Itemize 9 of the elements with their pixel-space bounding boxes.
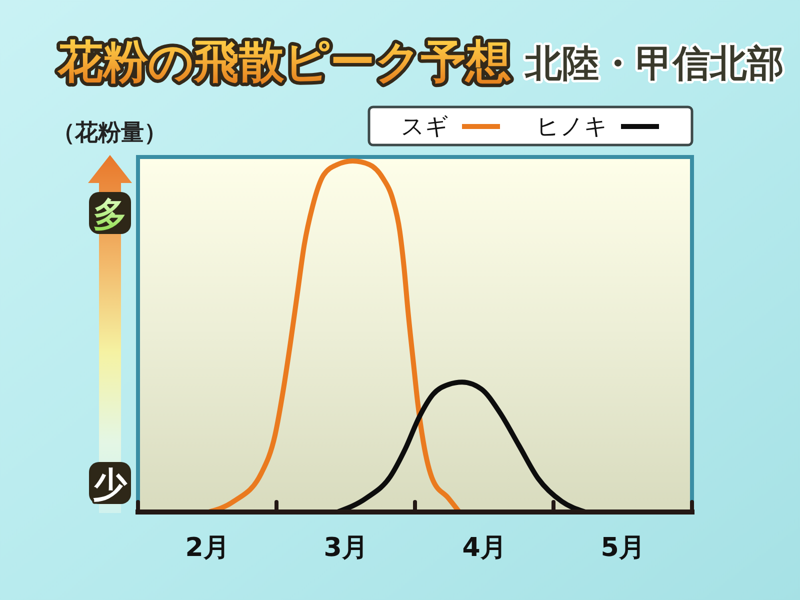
chart-title: 花粉の飛散ピーク予想 — [57, 35, 511, 88]
legend-label: スギ — [401, 114, 449, 140]
x-tick-label: 3月 — [324, 533, 368, 563]
x-tick-label: 2月 — [185, 533, 230, 563]
chart-subtitle: 北陸・甲信北部 — [524, 42, 784, 85]
x-tick-label: 5月 — [600, 533, 645, 563]
y-axis-title: （花粉量） — [52, 120, 167, 146]
legend-label: ヒノキ — [536, 114, 608, 140]
x-tick-label: 4月 — [462, 533, 506, 563]
